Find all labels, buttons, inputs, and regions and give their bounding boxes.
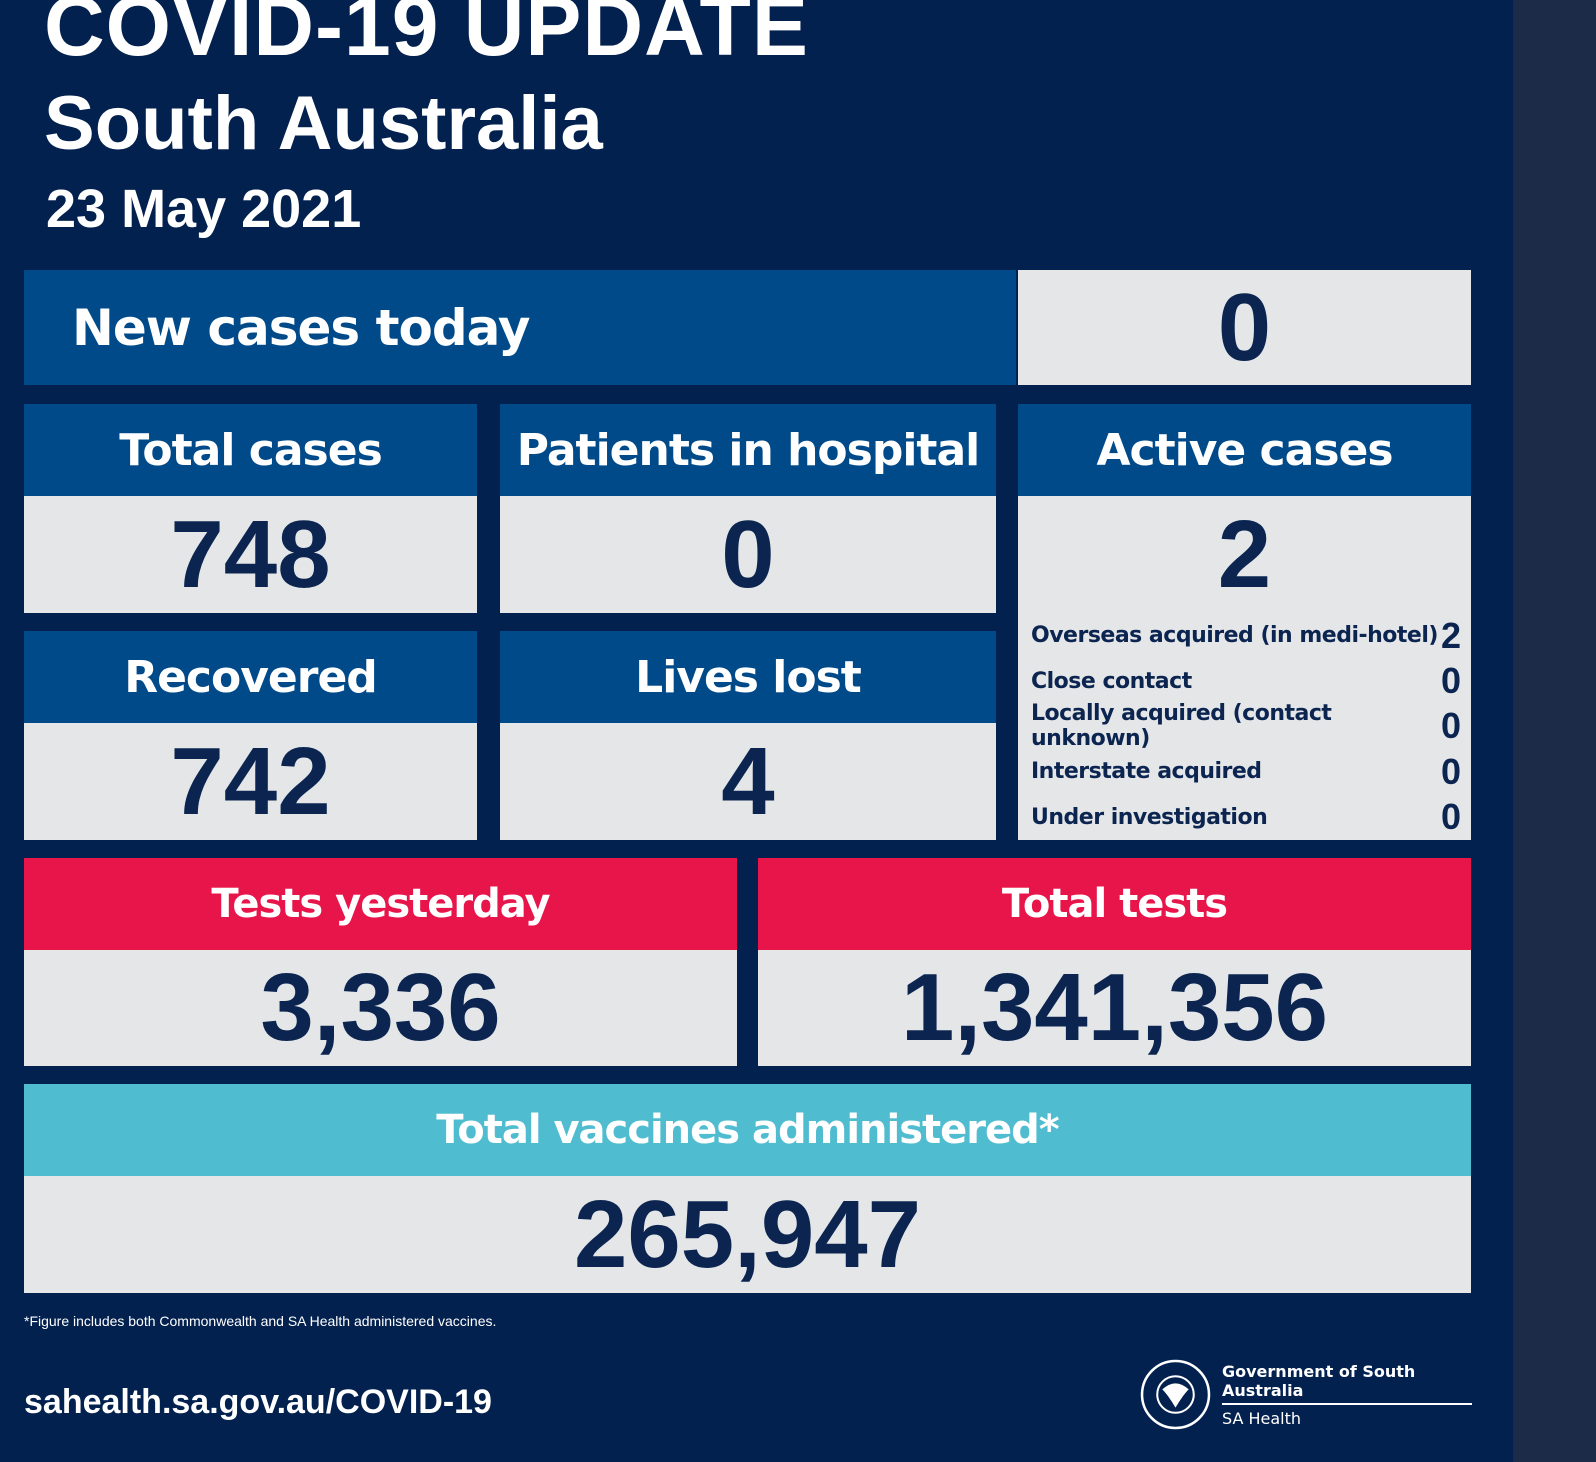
dept-name: SA Health (1222, 1409, 1302, 1428)
breakdown-label: Interstate acquired (1031, 759, 1262, 785)
breakdown-value: 0 (1440, 796, 1461, 838)
tests-yesterday-value: 3,336 (24, 950, 737, 1066)
date: 23 May 2021 (46, 179, 362, 239)
breakdown-value: 0 (1440, 705, 1461, 747)
website-link[interactable]: sahealth.sa.gov.au/COVID-19 (24, 1383, 492, 1421)
infographic-panel: COVID-19 UPDATE South Australia 23 May 2… (0, 0, 1513, 1462)
title: COVID-19 UPDATE (44, 0, 809, 73)
gov-branding: Government of South Australia SA Health (1222, 1362, 1472, 1428)
total-tests-label: Total tests (758, 858, 1471, 950)
breakdown-label: Under investigation (1031, 804, 1268, 830)
total-cases-value: 748 (24, 496, 477, 613)
breakdown-row: Locally acquired (contact unknown) 0 (1031, 701, 1461, 752)
breakdown-row: Close contact 0 (1031, 658, 1461, 703)
total-tests-value: 1,341,356 (758, 950, 1471, 1066)
hospital-label: Patients in hospital (500, 404, 996, 496)
breakdown-row: Under investigation 0 (1031, 795, 1461, 840)
breakdown-value: 2 (1440, 614, 1461, 656)
breakdown-row: Overseas acquired (in medi-hotel) 2 (1031, 613, 1461, 658)
tests-yesterday-label: Tests yesterday (24, 858, 737, 950)
lives-lost-value: 4 (500, 723, 996, 840)
new-cases-label: New cases today (24, 270, 1016, 385)
region: South Australia (44, 81, 603, 166)
breakdown-value: 0 (1440, 660, 1461, 702)
breakdown-value: 0 (1440, 750, 1461, 792)
sa-government-seal-icon (1140, 1359, 1211, 1430)
breakdown-row: Interstate acquired 0 (1031, 749, 1461, 794)
recovered-label: Recovered (24, 631, 477, 723)
gov-name: Government of South Australia (1222, 1362, 1472, 1405)
breakdown-label: Locally acquired (contact unknown) (1031, 701, 1332, 752)
breakdown-label: Overseas acquired (in medi-hotel) (1031, 623, 1438, 649)
recovered-value: 742 (24, 723, 477, 840)
vaccines-value: 265,947 (24, 1176, 1471, 1293)
total-cases-label: Total cases (24, 404, 477, 496)
active-cases-label: Active cases (1018, 404, 1471, 496)
lives-lost-label: Lives lost (500, 631, 996, 723)
vaccines-label: Total vaccines administered* (24, 1084, 1471, 1176)
footnote: *Figure includes both Commonwealth and S… (24, 1313, 497, 1329)
hospital-value: 0 (500, 496, 996, 613)
breakdown-label: Close contact (1031, 668, 1192, 694)
new-cases-value: 0 (1018, 270, 1471, 385)
active-cases-value: 2 (1018, 496, 1471, 613)
active-breakdown: Overseas acquired (in medi-hotel) 2 Close… (1018, 613, 1471, 840)
